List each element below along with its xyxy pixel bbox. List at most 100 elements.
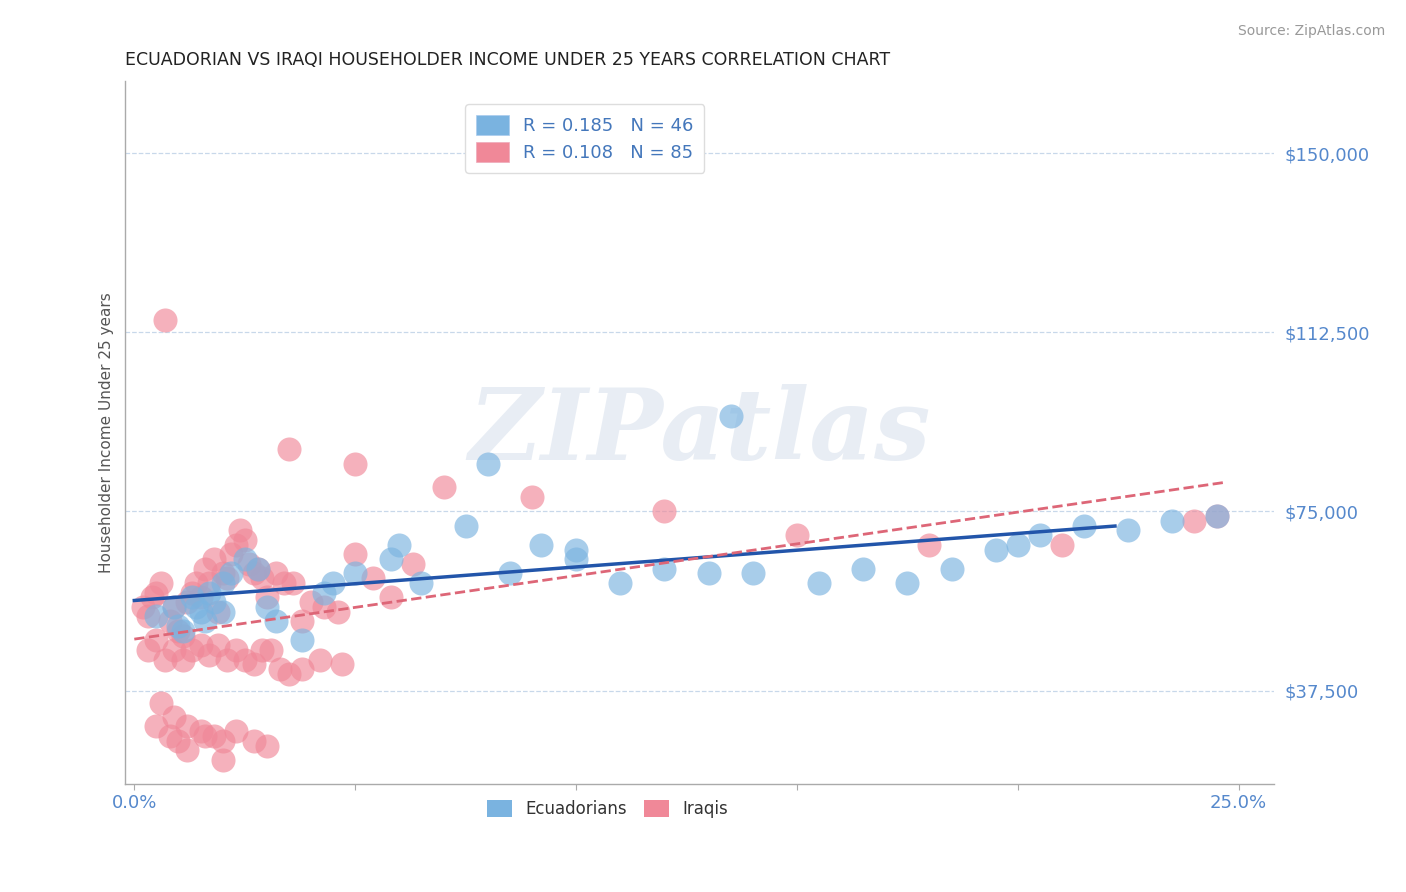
Point bbox=[186, 576, 208, 591]
Text: ECUADORIAN VS IRAQI HOUSEHOLDER INCOME UNDER 25 YEARS CORRELATION CHART: ECUADORIAN VS IRAQI HOUSEHOLDER INCOME U… bbox=[125, 51, 890, 69]
Point bbox=[211, 576, 233, 591]
Point bbox=[211, 753, 233, 767]
Point bbox=[149, 576, 172, 591]
Point bbox=[172, 629, 194, 643]
Point bbox=[252, 643, 274, 657]
Point bbox=[256, 591, 278, 605]
Point bbox=[344, 457, 367, 471]
Point bbox=[741, 566, 763, 581]
Point bbox=[242, 566, 264, 581]
Point bbox=[233, 552, 256, 566]
Point bbox=[149, 696, 172, 710]
Point bbox=[1116, 524, 1139, 538]
Point bbox=[330, 657, 353, 672]
Point bbox=[291, 614, 314, 628]
Point bbox=[242, 733, 264, 747]
Point bbox=[918, 538, 941, 552]
Point bbox=[565, 552, 588, 566]
Text: ZIPatlas: ZIPatlas bbox=[468, 384, 931, 481]
Point bbox=[202, 595, 225, 609]
Point bbox=[283, 576, 305, 591]
Point bbox=[477, 457, 499, 471]
Point bbox=[256, 739, 278, 753]
Point bbox=[217, 652, 239, 666]
Point bbox=[264, 566, 287, 581]
Point bbox=[159, 729, 181, 743]
Point bbox=[194, 729, 217, 743]
Point bbox=[520, 490, 543, 504]
Point bbox=[246, 562, 269, 576]
Point bbox=[229, 524, 252, 538]
Point bbox=[132, 599, 155, 614]
Point bbox=[246, 562, 269, 576]
Point bbox=[176, 719, 198, 733]
Point bbox=[388, 538, 411, 552]
Point bbox=[277, 442, 299, 457]
Point bbox=[1161, 514, 1184, 528]
Point bbox=[654, 504, 676, 518]
Point bbox=[322, 576, 344, 591]
Point bbox=[264, 614, 287, 628]
Point bbox=[291, 662, 314, 676]
Point bbox=[808, 576, 831, 591]
Point bbox=[252, 571, 274, 585]
Point bbox=[697, 566, 720, 581]
Point bbox=[202, 729, 225, 743]
Point bbox=[172, 624, 194, 638]
Point bbox=[194, 614, 217, 628]
Point bbox=[269, 662, 291, 676]
Point bbox=[202, 552, 225, 566]
Point bbox=[454, 518, 477, 533]
Point bbox=[1205, 509, 1227, 524]
Point bbox=[1073, 518, 1095, 533]
Point bbox=[180, 643, 202, 657]
Point bbox=[145, 633, 167, 648]
Point bbox=[145, 719, 167, 733]
Point bbox=[176, 595, 198, 609]
Point bbox=[344, 548, 367, 562]
Point bbox=[344, 566, 367, 581]
Point bbox=[198, 585, 221, 599]
Point bbox=[155, 652, 177, 666]
Point bbox=[242, 657, 264, 672]
Point bbox=[180, 591, 202, 605]
Point bbox=[1184, 514, 1206, 528]
Point bbox=[233, 652, 256, 666]
Point bbox=[225, 643, 247, 657]
Point bbox=[233, 533, 256, 547]
Point bbox=[207, 638, 229, 652]
Point bbox=[145, 609, 167, 624]
Point bbox=[163, 710, 186, 724]
Point bbox=[852, 562, 875, 576]
Point bbox=[499, 566, 522, 581]
Point bbox=[176, 743, 198, 757]
Point bbox=[361, 571, 384, 585]
Point bbox=[984, 542, 1007, 557]
Point bbox=[299, 595, 322, 609]
Point bbox=[159, 614, 181, 628]
Point bbox=[786, 528, 808, 542]
Point bbox=[198, 576, 221, 591]
Point bbox=[163, 599, 186, 614]
Point bbox=[190, 724, 212, 739]
Point bbox=[432, 481, 454, 495]
Point bbox=[530, 538, 553, 552]
Point bbox=[190, 605, 212, 619]
Point bbox=[225, 538, 247, 552]
Point bbox=[190, 591, 212, 605]
Point bbox=[225, 724, 247, 739]
Point bbox=[401, 557, 423, 571]
Point bbox=[221, 548, 243, 562]
Point bbox=[1029, 528, 1052, 542]
Point bbox=[238, 557, 260, 571]
Point bbox=[326, 605, 349, 619]
Point bbox=[291, 633, 314, 648]
Point bbox=[163, 643, 186, 657]
Point bbox=[609, 576, 631, 591]
Point bbox=[654, 562, 676, 576]
Point bbox=[314, 585, 336, 599]
Point bbox=[256, 599, 278, 614]
Point bbox=[1205, 509, 1227, 524]
Point bbox=[207, 605, 229, 619]
Point bbox=[163, 599, 186, 614]
